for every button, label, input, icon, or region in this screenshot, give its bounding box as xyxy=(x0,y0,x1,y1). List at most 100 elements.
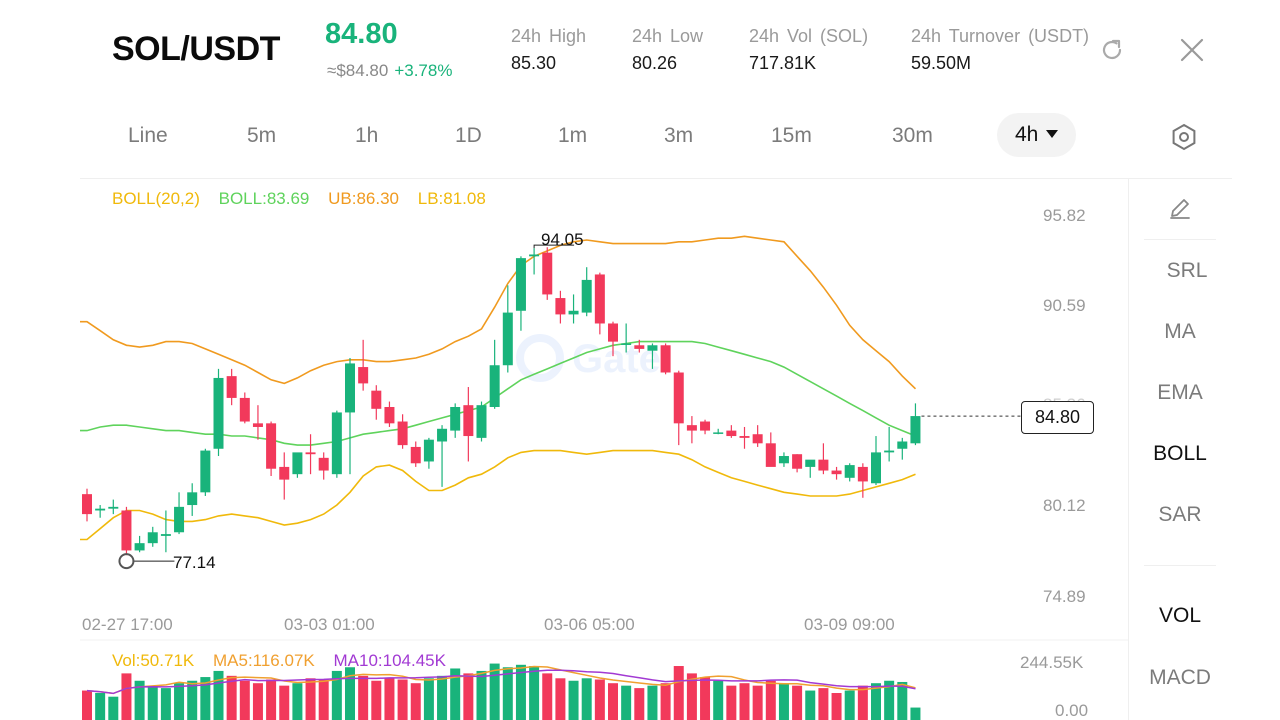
candle-body xyxy=(239,397,250,422)
volume-bar xyxy=(647,685,658,720)
indicator-vol[interactable]: VOL xyxy=(1158,604,1202,627)
volume-bar xyxy=(765,680,776,720)
volume-bar xyxy=(621,685,632,720)
candle-body xyxy=(450,406,461,431)
boll-params: BOLL(20,2) xyxy=(112,189,200,208)
candle-body xyxy=(805,459,816,467)
low-price-label: 77.14 xyxy=(173,553,216,572)
price-axis-label: 95.82 xyxy=(1043,206,1086,225)
candle-body xyxy=(700,421,711,431)
tab-30m[interactable]: 30m xyxy=(892,124,933,147)
tab-15m[interactable]: 15m xyxy=(771,124,812,147)
volume-bar xyxy=(713,680,724,720)
candle-body xyxy=(318,457,329,471)
time-axis-label: 02-27 17:00 xyxy=(82,615,173,634)
tab-1m[interactable]: 1m xyxy=(558,124,588,147)
candle-body xyxy=(305,452,316,455)
tab-4h-dropdown[interactable]: 4h xyxy=(997,113,1077,157)
volume-bar xyxy=(200,677,211,720)
indicator-ma[interactable]: MA xyxy=(1164,320,1196,343)
volume-bar xyxy=(95,693,106,720)
settings-hexagon-icon[interactable] xyxy=(1168,121,1200,153)
volume-bar xyxy=(857,685,868,720)
volume-bar xyxy=(700,677,711,720)
volume-bar xyxy=(884,680,895,720)
menu-divider xyxy=(1144,239,1216,240)
volume-bar xyxy=(463,673,474,720)
volume-bar xyxy=(818,688,829,720)
tab-1d[interactable]: 1D xyxy=(455,124,482,147)
volume-bar xyxy=(371,680,382,720)
volume-bar xyxy=(305,678,316,720)
candle-body xyxy=(778,456,789,464)
indicator-sar[interactable]: SAR xyxy=(1158,503,1202,526)
candle-body xyxy=(279,466,290,480)
candle-body xyxy=(871,452,881,484)
candle-body xyxy=(187,492,198,506)
svg-text:Gate: Gate xyxy=(572,337,661,381)
volume-bar xyxy=(279,685,290,720)
volume-bar xyxy=(134,680,145,720)
candle-body xyxy=(634,345,645,349)
candle-body xyxy=(371,390,382,409)
candle-body xyxy=(739,436,750,438)
candle-body xyxy=(423,439,434,462)
volume-bar xyxy=(108,696,119,720)
boll-mid-value: BOLL:83.69 xyxy=(218,189,310,208)
boll-legend: BOLL(20,2) BOLL:83.69 UB:86.30 LB:81.08 xyxy=(112,189,500,209)
indicator-ema[interactable]: EMA xyxy=(1157,381,1203,404)
stat-24h-vol: 24h Vol (SOL) 717.81K xyxy=(749,26,869,73)
last-price-tag: 84.80 xyxy=(1021,401,1094,434)
market-header: SOL/USDT 84.80 ≈$84.80 +3.78% 24h High 85… xyxy=(0,0,1280,100)
volume-legend: Vol:50.71K MA5:116.07K MA10:104.45K xyxy=(112,651,460,671)
candle-body xyxy=(476,405,487,438)
candle-body xyxy=(542,252,553,295)
volume-bar xyxy=(529,666,540,720)
volume-bar xyxy=(489,663,500,720)
volume-bar xyxy=(594,679,605,720)
high-price-label: 94.05 xyxy=(541,230,584,249)
side-divider xyxy=(1128,178,1129,720)
candlestick-chart[interactable]: Gate xyxy=(0,0,1130,720)
tab-line[interactable]: Line xyxy=(128,124,168,147)
indicator-macd[interactable]: MACD xyxy=(1149,666,1211,689)
close-icon[interactable] xyxy=(1176,34,1208,66)
volume-bar xyxy=(239,680,250,720)
volume-bar xyxy=(581,678,592,720)
volume-bar xyxy=(226,675,237,720)
volume-bar xyxy=(187,680,198,720)
price-axis-label: 74.89 xyxy=(1043,587,1086,606)
tab-1h[interactable]: 1h xyxy=(355,124,379,147)
chevron-down-icon xyxy=(1046,130,1059,138)
volume-bar xyxy=(831,693,842,720)
divider xyxy=(80,178,1232,179)
approx-price: ≈$84.80 xyxy=(327,61,389,80)
candle-body xyxy=(752,434,763,444)
tab-3m[interactable]: 3m xyxy=(664,124,694,147)
indicator-srl[interactable]: SRL xyxy=(1166,259,1208,282)
candle-body xyxy=(200,450,211,493)
candle-body xyxy=(594,274,605,324)
volume-bar xyxy=(292,683,303,720)
volume-bar xyxy=(844,690,855,720)
candle-body xyxy=(134,543,145,551)
candle-body xyxy=(660,345,671,373)
candle-body xyxy=(213,377,224,449)
volume-bar xyxy=(660,683,671,720)
candle-body xyxy=(792,454,803,469)
candle-body xyxy=(463,405,474,437)
volume-bar xyxy=(160,688,171,720)
candle-body xyxy=(515,258,526,311)
volume-bar xyxy=(331,670,342,720)
candle-body xyxy=(121,510,132,551)
volume-bar xyxy=(147,685,158,720)
volume-bar xyxy=(318,679,329,720)
high-marker-line xyxy=(533,244,575,249)
indicator-boll[interactable]: BOLL xyxy=(1153,442,1207,465)
tab-5m[interactable]: 5m xyxy=(247,124,277,147)
pencil-icon[interactable] xyxy=(1166,194,1194,222)
volume-bar xyxy=(397,679,408,720)
candle-body xyxy=(726,430,737,437)
refresh-icon[interactable] xyxy=(1096,34,1128,66)
boll-upper-line xyxy=(80,235,917,390)
